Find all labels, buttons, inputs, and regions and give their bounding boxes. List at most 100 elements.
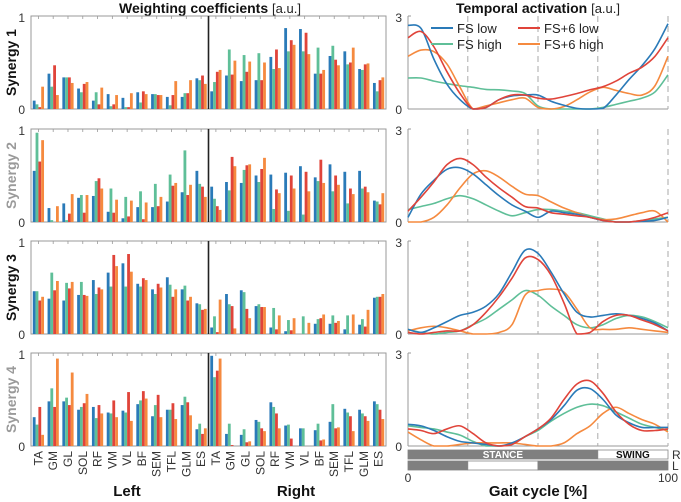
bar-left-glm-fs-high <box>183 93 187 109</box>
bar-left-vm-fs-high <box>109 188 113 222</box>
gait-row-r: STANCE SWING R <box>407 448 681 462</box>
bar-panel-3: 1 0 Synergy 3 <box>3 236 387 342</box>
bar-left-ta-fs-6-low <box>38 161 42 222</box>
bar-left-sol-fs-6-low <box>82 403 86 446</box>
bar-left-gm-fs-high <box>50 220 54 222</box>
bar-left-es-fs-low <box>195 429 199 446</box>
bar-right-bf-fs-high <box>316 181 320 222</box>
bar-right-ta-fs-low <box>210 186 214 222</box>
bar-right-glm-fs-6-high <box>366 420 370 446</box>
bar-left-es-fs-6-low <box>201 75 204 109</box>
y-tick-max: 3 <box>395 124 402 138</box>
bar-left-tfl-fs-high <box>168 409 172 446</box>
bar-left-tfl-fs-high <box>168 105 172 109</box>
bar-right-gm-fs-6-low <box>230 156 234 222</box>
legend-item-fs-low: FS low <box>431 21 497 36</box>
bar-left-gm-fs-high <box>50 86 54 109</box>
bar-right-es-fs-low <box>372 401 376 446</box>
bar-right-gl-fs-6-high <box>248 164 252 222</box>
bar-panel-1: 1 0 Synergy 1 <box>3 11 387 117</box>
activation-panel-1: 30 <box>395 11 669 117</box>
bar-right-tfl-fs-6-high <box>351 47 355 109</box>
bar-right-sem-fs-high <box>331 45 335 109</box>
bar-left-gm-fs-low <box>47 73 51 109</box>
gait-row-l: L <box>407 459 679 473</box>
bar-right-bf-fs-6-high <box>322 439 326 446</box>
bar-panel-4: 1 0 Synergy 4 <box>3 348 387 454</box>
bar-left-bf-fs-6-low <box>141 91 145 109</box>
muscle-label-right-sem: SEM <box>327 451 341 477</box>
bar-right-bf-fs-6-low <box>319 440 323 446</box>
y-tick-max: 1 <box>18 124 25 138</box>
bar-left-ta-fs-6-low <box>38 406 42 446</box>
bar-left-bf-fs-6-low <box>141 391 145 446</box>
bar-left-bf-fs-low <box>136 404 140 446</box>
bar-left-ta-fs-6-low <box>38 300 42 334</box>
bar-right-tfl-fs-6-low <box>349 62 352 109</box>
bar-left-sol-fs-6-low <box>82 83 86 109</box>
bar-right-gl-fs-6-high <box>248 61 252 109</box>
bar-left-ta-fs-low <box>32 291 36 334</box>
bar-left-rf-fs-low <box>91 100 95 109</box>
bar-left-gm-fs-6-high <box>55 206 59 222</box>
bar-left-ta-fs-6-high <box>41 140 45 222</box>
bar-left-gl-fs-low <box>62 401 66 446</box>
bar-right-es-fs-6-low <box>378 204 382 222</box>
bar-right-gm-fs-low <box>225 294 228 334</box>
bar-left-sem-fs-high <box>153 294 157 334</box>
bar-right-sem-fs-6-low <box>334 428 338 446</box>
bar-left-gm-fs-low <box>47 298 51 334</box>
bar-left-ta-fs-low <box>32 100 36 109</box>
bar-right-es-fs-high <box>375 201 379 222</box>
bar-left-es-fs-6-low <box>201 433 204 446</box>
activation-curve-fs-6-low <box>407 255 669 335</box>
bar-right-bf-fs-low <box>313 323 317 334</box>
bar-right-rf-fs-low <box>269 327 273 334</box>
bar-right-bf-fs-6-high <box>322 314 326 334</box>
activation-panel-2: 30 <box>395 124 669 230</box>
bar-left-bf-fs-high <box>139 400 142 446</box>
muscle-label-right-rf: RF <box>268 451 282 467</box>
muscle-label-right-glm: GLM <box>357 451 371 477</box>
bar-right-bf-fs-6-low <box>319 318 323 334</box>
bar-left-sol-fs-high <box>79 195 83 222</box>
bar-left-sem-fs-6-high <box>159 287 163 334</box>
bar-right-gm-fs-6-high <box>233 60 237 109</box>
muscle-label-right-gm: GM <box>224 451 238 470</box>
bar-right-vl-fs-high <box>301 316 305 334</box>
bar-left-tfl-fs-low <box>165 96 169 109</box>
bar-left-vm-fs-low <box>106 272 110 334</box>
bar-left-tfl-fs-low <box>165 409 169 446</box>
y-tick-max: 1 <box>18 348 25 362</box>
bar-left-vl-fs-6-low <box>127 107 130 109</box>
bar-left-bf-fs-6-low <box>141 219 145 222</box>
bar-right-gm-fs-high <box>227 190 231 222</box>
bar-left-ta-fs-high <box>35 132 39 222</box>
bar-right-vm-fs-high <box>287 424 290 446</box>
synergy-label-2: Synergy 2 <box>3 142 19 209</box>
bar-left-glm-fs-high <box>183 396 187 446</box>
y-tick-min: 0 <box>18 103 25 117</box>
bar-right-es-fs-6-low <box>378 296 382 334</box>
bar-left-vl-fs-6-low <box>127 392 130 446</box>
bar-right-gm-fs-6-low <box>230 74 234 109</box>
bar-left-sol-fs-low <box>77 197 80 222</box>
left-group-label: Left <box>113 483 141 500</box>
bar-right-sem-fs-6-low <box>334 59 338 109</box>
bar-left-bf-fs-high <box>139 286 142 334</box>
bar-left-rf-fs-low <box>91 406 95 446</box>
bar-left-sol-fs-6-high <box>85 195 89 222</box>
bar-left-gl-fs-6-low <box>67 288 71 334</box>
bar-right-bf-fs-6-high <box>322 69 326 109</box>
bar-right-rf-fs-low <box>269 174 273 222</box>
muscle-label-left-sem: SEM <box>150 451 164 477</box>
bar-right-sem-fs-6-high <box>337 320 340 334</box>
bar-left-sol-fs-low <box>77 88 80 109</box>
bar-right-ta-fs-low <box>210 327 214 334</box>
bar-left-es-fs-6-high <box>203 196 207 222</box>
bar-right-glm-fs-low <box>358 409 362 446</box>
muscle-label-left-es: ES <box>194 451 208 467</box>
bar-left-bf-fs-low <box>136 92 140 109</box>
bar-left-ta-fs-6-high <box>41 296 45 334</box>
muscle-label-right-vl: VL <box>298 451 312 466</box>
